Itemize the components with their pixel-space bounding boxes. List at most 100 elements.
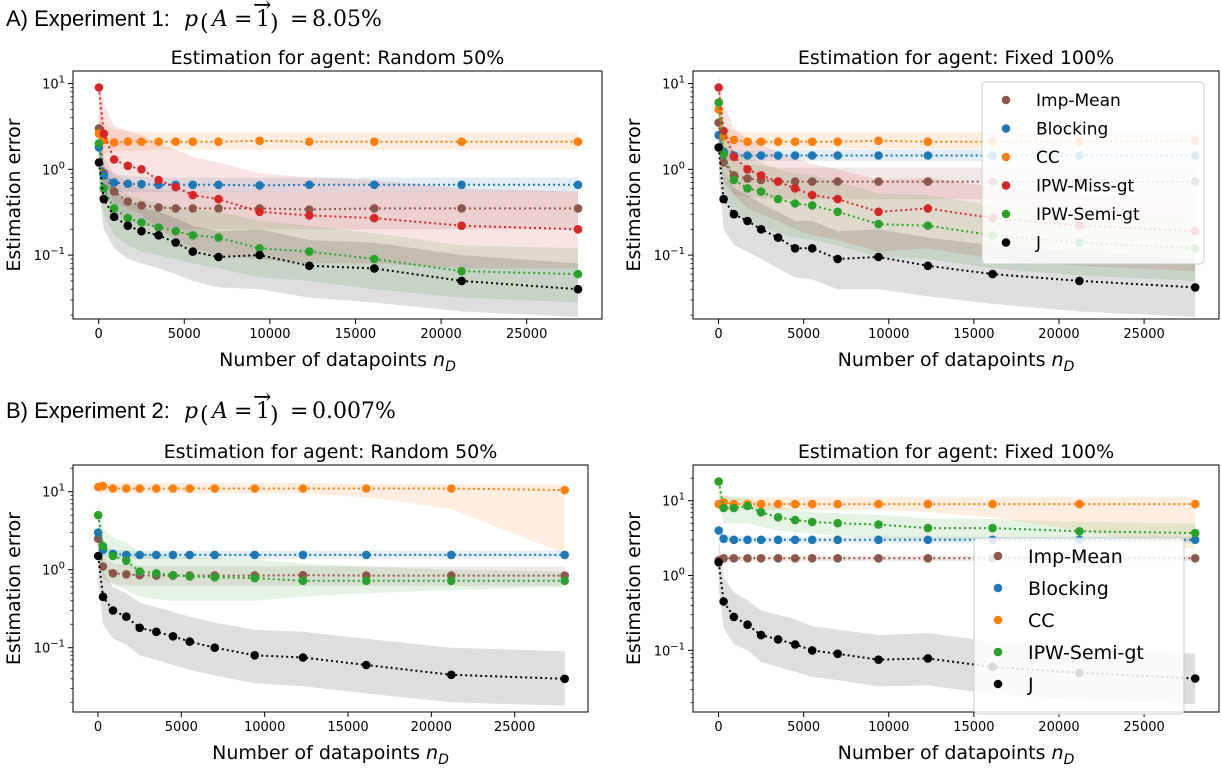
point-ipw-semi-gt <box>573 269 583 279</box>
point-ipw-semi-gt <box>1190 528 1200 538</box>
section-a-prob-value: 8.05% <box>312 7 382 32</box>
point-cc <box>188 137 198 146</box>
point-ipw-semi-gt <box>833 518 842 528</box>
point-imp-mean <box>874 177 883 186</box>
point-imp-mean <box>923 554 933 563</box>
point-cc <box>833 499 842 509</box>
point-j <box>154 231 163 240</box>
legend-entry: IPW-Semi-gt <box>1028 642 1144 664</box>
point-j <box>719 597 728 606</box>
point-ipw-semi-gt <box>923 221 933 230</box>
y-tick-label: 101 <box>42 483 65 501</box>
point-ipw-semi-gt <box>807 517 817 527</box>
point-j <box>362 660 371 670</box>
point-ipw-semi-gt <box>250 573 259 583</box>
point-cc <box>560 485 569 495</box>
point-ipw-semi-gt <box>98 541 108 551</box>
point-j <box>168 632 178 641</box>
point-ipw-miss-gt <box>370 213 379 223</box>
legend-entry: Blocking <box>1028 578 1109 600</box>
point-ipw-semi-gt <box>99 184 109 193</box>
point-ipw-semi-gt <box>137 218 146 227</box>
point-imp-mean <box>833 554 842 563</box>
point-ipw-semi-gt <box>729 503 739 513</box>
point-ipw-miss-gt <box>255 207 264 217</box>
point-j <box>807 646 817 655</box>
chart-panel-4: Estimation for agent: Fixed 100% Estimati… <box>623 441 1220 768</box>
point-imp-mean <box>923 177 933 186</box>
band-cc <box>98 479 565 554</box>
line-j <box>717 147 1196 289</box>
point-cc <box>214 137 223 146</box>
chart-panel-1: Estimation for agent: Random 50% Estimati… <box>3 47 603 375</box>
x-tick-label: 10000 <box>868 720 909 735</box>
point-blocking <box>255 181 264 190</box>
point-ipw-semi-gt <box>93 510 103 520</box>
svg-text:1: 1 <box>256 7 270 32</box>
point-j <box>773 233 783 242</box>
point-imp-mean <box>807 554 817 563</box>
point-imp-mean <box>719 158 728 167</box>
point-ipw-semi-gt <box>188 231 198 240</box>
point-blocking <box>719 534 728 544</box>
point-ipw-semi-gt <box>729 175 739 185</box>
x-tick-label: 10000 <box>249 327 290 342</box>
point-ipw-semi-gt <box>773 194 783 204</box>
point-blocking <box>743 535 752 545</box>
point-j <box>790 244 800 253</box>
legend-box <box>973 537 1185 715</box>
x-tick-label: 20000 <box>1038 720 1079 735</box>
section-a-formula: p ( A = 1 → ) = 8.05% <box>184 0 382 36</box>
point-ipw-semi-gt <box>447 576 456 586</box>
point-ipw-semi-gt <box>123 213 133 223</box>
point-ipw-semi-gt <box>1075 527 1084 536</box>
point-ipw-miss-gt <box>573 225 583 234</box>
point-blocking <box>756 535 766 545</box>
legend-box <box>981 81 1205 265</box>
point-cc <box>210 484 219 493</box>
point-j <box>743 216 752 226</box>
point-cc <box>1075 499 1084 509</box>
point-ipw-semi-gt <box>874 219 883 229</box>
point-ipw-miss-gt <box>923 204 933 213</box>
point-ipw-semi-gt <box>152 569 161 578</box>
y-tick-label: 10−1 <box>34 246 65 264</box>
legend-entry: CC <box>1028 610 1055 632</box>
point-imp-mean <box>154 203 163 212</box>
point-blocking <box>714 526 723 535</box>
point-blocking <box>874 535 883 545</box>
point-j <box>573 284 583 294</box>
point-imp-mean <box>122 570 131 579</box>
line-imp-mean <box>97 128 578 211</box>
point-imp-mean <box>573 204 583 213</box>
svg-text:): ) <box>270 403 279 428</box>
legend-marker <box>993 583 1003 593</box>
point-ipw-semi-gt <box>714 98 723 107</box>
point-ipw-semi-gt <box>457 266 466 276</box>
point-blocking <box>773 535 783 545</box>
point-cc <box>743 137 752 146</box>
point-imp-mean <box>137 201 146 210</box>
legend-marker <box>1001 124 1011 133</box>
point-j <box>370 264 379 273</box>
point-j <box>1075 276 1084 286</box>
point-j <box>94 158 104 167</box>
legend-entry: Blocking <box>1036 120 1108 140</box>
point-imp-mean <box>833 177 842 186</box>
point-ipw-semi-gt <box>790 199 800 208</box>
point-j <box>185 637 194 646</box>
series-lines <box>93 481 569 684</box>
point-j <box>298 653 308 662</box>
point-blocking <box>573 180 583 190</box>
point-j <box>743 620 752 629</box>
point-blocking <box>447 550 456 560</box>
point-ipw-semi-gt <box>108 551 118 561</box>
point-cc <box>135 484 144 493</box>
legend-marker <box>1001 238 1011 247</box>
point-cc <box>255 136 264 146</box>
point-blocking <box>370 180 379 190</box>
point-j <box>137 226 146 236</box>
point-cc <box>1190 499 1200 509</box>
point-imp-mean <box>98 562 108 571</box>
